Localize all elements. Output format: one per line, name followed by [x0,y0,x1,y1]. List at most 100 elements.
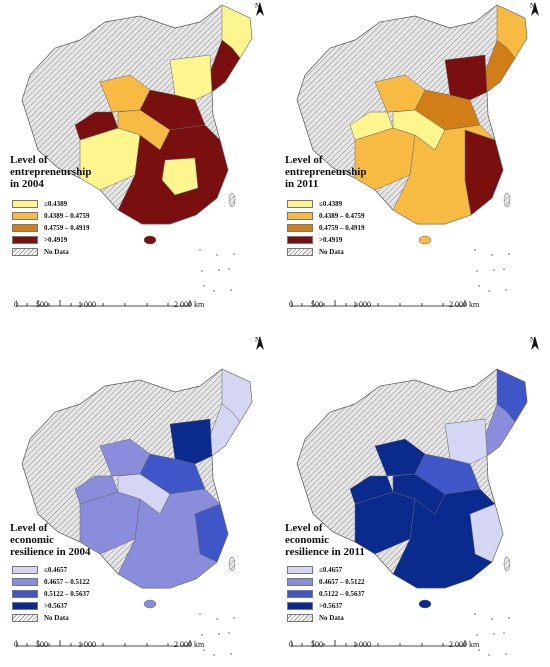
legend-title: Level of entrepreneurship in 2011 [285,154,367,190]
island-hainan [143,235,157,245]
island-dot [491,254,493,256]
island-dot [508,617,510,619]
legend: ≤0.4657 0.4657 – 0.5122 0.5122 – 0.5637 … [287,564,365,624]
legend: ≤0.4657 0.4657 – 0.5122 0.5122 – 0.5637 … [12,564,90,624]
island-dot [218,269,220,271]
north-arrow-icon: N [530,336,539,350]
china-map [296,368,528,656]
island-dot [228,632,230,634]
legend-item: No Data [12,246,90,258]
legend-title: Level of economic resilience in 2004 [10,522,91,558]
island-taiwan [503,556,511,572]
island-dot [493,269,495,271]
island-dot [213,654,215,656]
island-hainan [143,599,157,609]
legend: ≤0.4389 0.4389 – 0.4759 0.4759 – 0.4919 … [12,198,90,258]
province-region [169,418,213,465]
legend-item: ≤0.4657 [12,564,90,576]
island-dot [203,649,205,651]
north-arrow-icon: N [255,336,264,350]
island-dot [230,289,232,291]
island-dot [201,270,203,272]
map-panel-entrepreneurship-2004: N Level of entrepreneurship in 2004 ≤0.4… [0,0,275,333]
island-dot [505,653,507,655]
north-arrow-icon: N [255,2,264,16]
province-region [74,111,119,141]
island-dot [478,285,480,287]
scale-bar: 0 500 1 000 2 000 km [289,300,480,309]
scale-bar: 0 500 1 000 2 000 km [289,640,480,649]
province-region [169,54,213,101]
province-region [349,111,394,141]
legend-item: >0.5637 [12,600,90,612]
north-arrow-icon: N [530,2,539,16]
island-taiwan [503,192,511,208]
legend-item: 0.5122 – 0.5637 [287,588,365,600]
legend-item: No Data [287,246,365,258]
legend-item: ≤0.4389 [12,198,90,210]
legend-item: No Data [12,612,90,624]
island-dot [488,290,490,292]
legend-item: 0.4657 – 0.5122 [12,576,90,588]
legend: ≤0.4389 0.4389 – 0.4759 0.4759 – 0.4919 … [287,198,365,258]
island-dot [488,654,490,656]
island-dot [199,249,201,251]
map-panel-resilience-2004: N Level of economic resilience in 2004 ≤… [0,334,275,667]
island-dot [476,634,478,636]
scale-bar: 0 500 1 000 2 000 km [14,300,205,309]
legend-item: >0.5637 [287,600,365,612]
legend-item: 0.4759 – 0.4919 [287,222,365,234]
island-hainan [418,599,432,609]
legend-title: Level of entrepreneurship in 2004 [10,154,92,190]
island-dot [474,613,476,615]
province-region [161,157,199,196]
legend-item: 0.4759 – 0.4919 [12,222,90,234]
china-map [21,4,253,292]
map-panel-entrepreneurship-2011: N Level of entrepreneurship in 2011 ≤0.4… [275,0,550,333]
island-dot [474,249,476,251]
island-dot [218,633,220,635]
island-taiwan [228,556,236,572]
island-dot [233,253,235,255]
legend-item: 0.4657 – 0.5122 [287,576,365,588]
island-dot [228,268,230,270]
island-dot [505,289,507,291]
island-dot [203,285,205,287]
island-taiwan [228,192,236,208]
island-dot [233,617,235,619]
island-hainan [418,235,432,245]
scale-bar: 0 500 1 000 2 000 km [14,640,205,649]
province-region [444,54,488,101]
island-dot [491,618,493,620]
island-dot [503,268,505,270]
province-region [444,418,488,465]
island-dot [213,290,215,292]
island-dot [199,613,201,615]
island-dot [478,649,480,651]
legend-item: ≤0.4657 [287,564,365,576]
island-dot [216,618,218,620]
legend-item: No Data [287,612,365,624]
island-dot [493,633,495,635]
province-region [469,503,504,563]
legend-item: 0.5122 – 0.5637 [12,588,90,600]
legend-item: 0.4389 – 0.4759 [12,210,90,222]
island-dot [508,253,510,255]
china-map [21,368,253,656]
island-dot [230,653,232,655]
island-dot [216,254,218,256]
legend-title: Level of economic resilience in 2011 [285,522,365,558]
province-region [194,503,229,563]
legend-item: >0.4919 [12,234,90,246]
province-region [74,475,119,505]
map-panel-resilience-2011: N Level of economic resilience in 2011 ≤… [275,334,550,667]
island-dot [201,634,203,636]
legend-item: ≤0.4389 [287,198,365,210]
china-map [296,4,528,292]
province-region [464,129,504,216]
legend-item: >0.4919 [287,234,365,246]
island-dot [476,270,478,272]
island-dot [503,632,505,634]
province-region [349,475,394,505]
legend-item: 0.4389 – 0.4759 [287,210,365,222]
